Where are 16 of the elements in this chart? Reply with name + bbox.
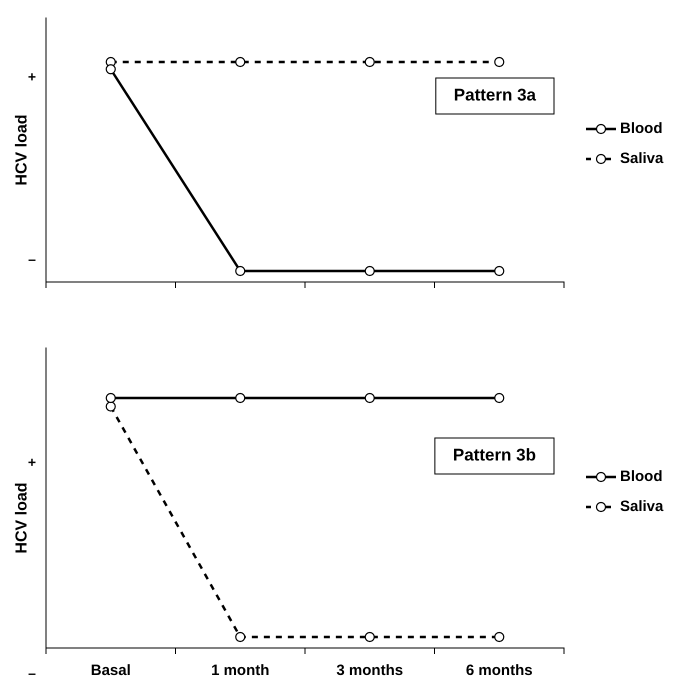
legend-label: Saliva <box>620 150 664 168</box>
text: Pattern 3a <box>454 86 537 105</box>
legend-label: Saliva <box>620 498 664 516</box>
legend-label: Blood <box>620 468 662 486</box>
y-axis-title: HCV load <box>13 114 30 186</box>
text: + <box>28 454 36 470</box>
x-tick-label: Basal <box>90 662 131 680</box>
x-tick-label: 1 month <box>211 662 270 680</box>
text: – <box>28 250 36 267</box>
x-tick-label: 6 months <box>466 662 533 680</box>
text: Pattern 3b <box>452 446 536 465</box>
legend-label: Blood <box>620 120 662 138</box>
y-axis-title: HCV load <box>13 482 30 554</box>
text: + <box>28 68 36 84</box>
text: – <box>28 664 36 681</box>
x-tick-label: 3 months <box>336 662 404 680</box>
